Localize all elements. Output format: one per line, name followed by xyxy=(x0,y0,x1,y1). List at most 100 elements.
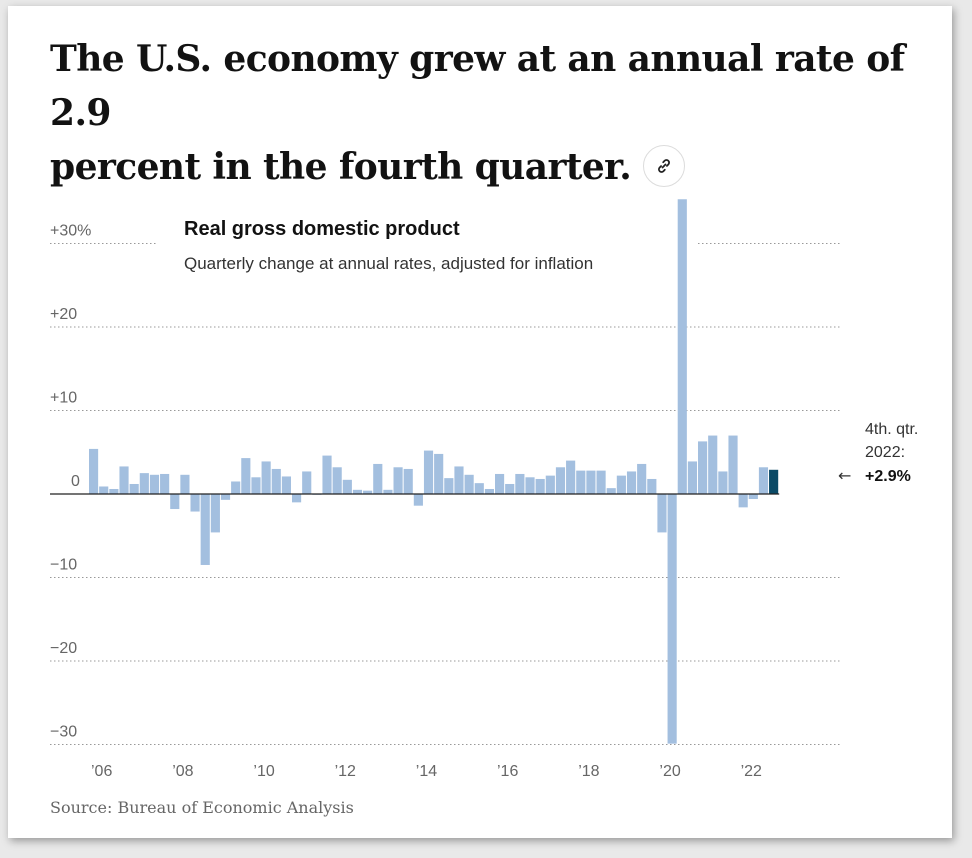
bar xyxy=(454,466,464,494)
bar xyxy=(393,467,403,494)
bar xyxy=(373,463,383,494)
y-tick-label: −30 xyxy=(50,724,77,741)
bar xyxy=(271,468,281,494)
bar xyxy=(698,441,708,494)
bars xyxy=(89,199,779,744)
highlight-value: +2.9% xyxy=(865,468,911,485)
bar xyxy=(728,435,738,494)
bar xyxy=(342,479,352,494)
bar xyxy=(596,470,606,494)
bar xyxy=(180,474,190,494)
highlight-label-line-1: 4th. qtr. xyxy=(865,421,918,438)
chart-title: Real gross domestic product xyxy=(184,218,460,240)
bar xyxy=(190,494,200,512)
bar xyxy=(149,474,160,494)
bar xyxy=(434,453,444,494)
bar xyxy=(626,471,637,494)
bar xyxy=(647,478,657,494)
bar xyxy=(555,467,566,494)
y-tick-label: 0 xyxy=(71,473,80,490)
bar xyxy=(657,494,667,533)
bar xyxy=(566,460,576,494)
y-axis-labels: +30% +20 +10 0 −10 −20 −30 xyxy=(50,223,91,741)
bar xyxy=(241,458,251,494)
bar xyxy=(139,473,149,495)
share-link-button[interactable] xyxy=(643,145,686,187)
bar xyxy=(515,473,525,494)
headline: The U.S. economy grew at an annual rate … xyxy=(50,32,910,194)
highlight-label-line-2: 2022: xyxy=(865,444,905,461)
bar xyxy=(444,478,454,494)
bar xyxy=(667,494,677,744)
bar xyxy=(484,488,494,494)
bar xyxy=(261,461,271,494)
bar xyxy=(200,494,210,565)
x-tick-label: ’14 xyxy=(416,763,437,780)
x-tick-label: ’22 xyxy=(741,763,762,780)
link-icon xyxy=(658,159,671,173)
bar xyxy=(758,467,769,494)
bar xyxy=(352,489,363,494)
x-axis-labels: ’06 ’08 ’10 ’12 ’14 ’16 ’18 ’20 ’22 xyxy=(91,763,762,780)
bar xyxy=(129,483,139,494)
chart-card: The U.S. economy grew at an annual rate … xyxy=(8,6,952,838)
bar xyxy=(718,471,728,494)
bar xyxy=(687,461,697,494)
bar xyxy=(210,494,220,533)
y-tick-label: −20 xyxy=(50,640,77,657)
bar xyxy=(403,468,413,494)
bar xyxy=(637,463,647,494)
bar xyxy=(160,473,170,494)
bar xyxy=(708,435,718,494)
y-tick-label: −10 xyxy=(50,557,77,574)
source-note: Source: Bureau of Economic Analysis xyxy=(50,798,354,817)
bar xyxy=(474,483,484,494)
bar xyxy=(231,481,241,494)
bar xyxy=(170,494,180,510)
y-tick-label: +20 xyxy=(50,306,77,323)
chart-subtitle: Quarterly change at annual rates, adjust… xyxy=(184,254,593,273)
bar xyxy=(576,470,586,494)
y-tick-label: +30% xyxy=(50,223,91,240)
bar xyxy=(109,488,119,494)
bar xyxy=(99,486,109,494)
x-tick-label: ’06 xyxy=(91,763,112,780)
bar xyxy=(383,489,393,494)
bar xyxy=(119,466,129,494)
bar xyxy=(423,450,434,494)
bar xyxy=(322,455,332,494)
bar xyxy=(748,494,758,500)
bar xyxy=(464,474,474,494)
bar-highlight xyxy=(769,469,779,494)
bar xyxy=(220,494,231,500)
bar xyxy=(535,478,545,494)
bar xyxy=(505,483,515,494)
bar xyxy=(586,470,596,494)
bar xyxy=(677,199,687,494)
headline-line-2: percent in the fourth quarter. xyxy=(50,146,632,188)
bar xyxy=(738,494,748,508)
headline-line-1: The U.S. economy grew at an annual rate … xyxy=(50,38,905,134)
x-tick-label: ’10 xyxy=(253,763,274,780)
bar xyxy=(525,477,535,494)
x-tick-label: ’08 xyxy=(172,763,193,780)
x-tick-label: ’20 xyxy=(659,763,680,780)
x-tick-label: ’16 xyxy=(497,763,518,780)
y-tick-label: +10 xyxy=(50,390,77,407)
gdp-chart: +30%+20+100−10−20−30 ’06’08’10’12’14’16’… xyxy=(50,199,918,780)
bar xyxy=(251,477,261,494)
bar xyxy=(332,467,342,494)
x-tick-label: ’12 xyxy=(335,763,356,780)
bar xyxy=(302,471,312,494)
bar xyxy=(89,448,99,494)
bar xyxy=(413,494,423,506)
bar xyxy=(495,473,505,494)
bar xyxy=(292,494,302,503)
bar xyxy=(281,476,291,494)
x-tick-label: ’18 xyxy=(578,763,599,780)
bar xyxy=(545,475,555,494)
bar xyxy=(363,490,373,494)
highlight-arrow: ← xyxy=(838,466,851,485)
bar xyxy=(616,475,626,494)
bar xyxy=(606,488,616,494)
